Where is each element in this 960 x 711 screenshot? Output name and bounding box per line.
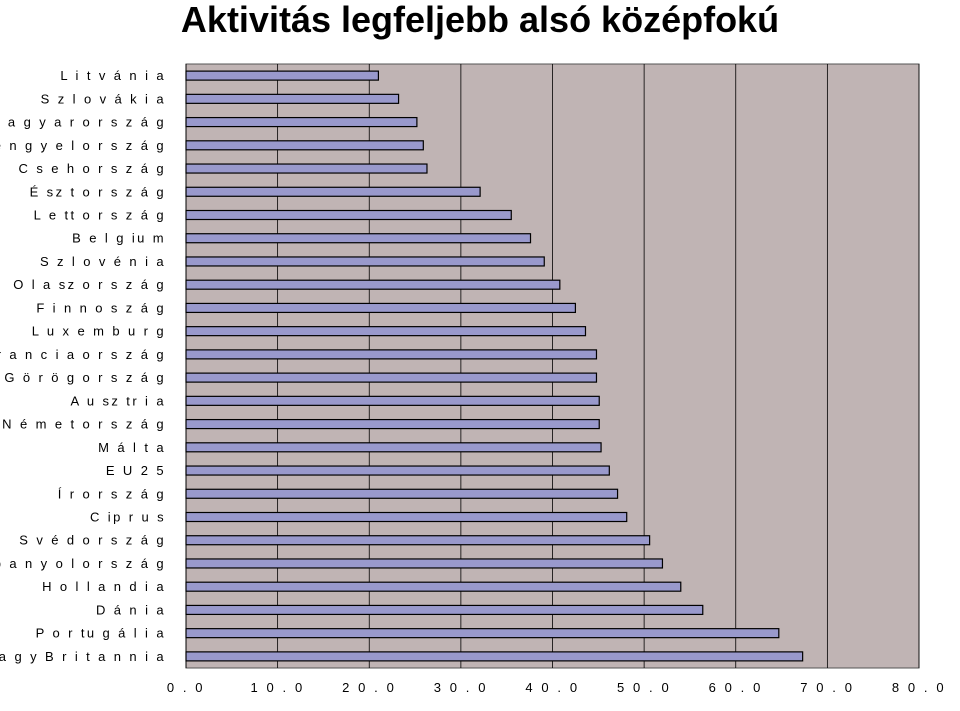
x-tick-label: 6 0 . 0 (709, 680, 763, 695)
category-label: A u sz tr i a (70, 393, 166, 408)
bar (185, 116, 418, 128)
bars (185, 70, 804, 662)
category-label: S z l o v é n i a (40, 254, 166, 269)
category-label: M á l t a (98, 440, 166, 455)
category-label: L e n g y e l o r s z á g (0, 138, 166, 153)
chart-title: Aktivitás legfeljebb alsó középfokú (180, 0, 780, 40)
bar (185, 581, 682, 592)
bar (185, 395, 600, 406)
bar (185, 93, 400, 104)
bar (185, 442, 602, 453)
category-label: L u x e m b u r g (32, 324, 166, 339)
bar (185, 535, 651, 546)
category-label: É sz t o r s z á g (30, 184, 166, 199)
bar (185, 326, 587, 337)
category-label: M a g y a r o r s z á g (0, 115, 166, 130)
bar (185, 418, 600, 430)
bar (185, 465, 610, 476)
x-tick-label: 5 0 . 0 (617, 680, 671, 695)
category-label: E U 2 5 (106, 463, 166, 478)
category-label: L e tt o r s z á g (34, 208, 166, 223)
category-label: F r a n c i a o r s z á g (0, 347, 166, 362)
bar (185, 628, 780, 639)
category-label: Í r o r s z á g (58, 486, 166, 501)
bar (185, 558, 664, 569)
category-label: G ö r ö g o r s z á g (4, 370, 166, 385)
bar (185, 372, 598, 383)
bar (185, 233, 532, 244)
bar (185, 651, 804, 662)
x-tick-labels: 0 . 0 1 0 . 0 2 0 . 0 3 0 . 0 4 0 . 0 5 0 . 0… (167, 680, 946, 695)
category-label: C ip r u s (90, 510, 166, 525)
x-tick-label: 2 0 . 0 (342, 680, 396, 695)
category-label: N é m e t o r s z á g (2, 417, 166, 432)
bar (185, 302, 577, 314)
bar (185, 279, 561, 290)
bar (185, 488, 619, 499)
x-tick-label: 3 0 . 0 (434, 680, 488, 695)
bar (185, 186, 481, 197)
x-tick-label: 0 . 0 (167, 680, 205, 695)
category-label: L i t v á n i a (60, 68, 166, 83)
category-label: C s e h o r s z á g (19, 161, 166, 176)
bar (185, 349, 598, 360)
category-label: N a g y B r i t a n n i a (0, 649, 166, 664)
x-tick-label: 7 0 . 0 (800, 680, 854, 695)
category-label: O l a sz o r s z á g (13, 277, 166, 292)
bar (185, 140, 424, 151)
category-label: S z l o v á k i a (41, 91, 166, 106)
bar (185, 70, 380, 81)
category-label: P o r tu g á l i a (36, 626, 166, 641)
category-labels: L i t v á n i a S z l o v á k i a M a g y … (0, 68, 166, 664)
category-label: B e l g iu m (72, 231, 166, 246)
bar (185, 256, 545, 267)
bar (185, 209, 512, 221)
x-tick-label: 8 0 . 0 (892, 680, 946, 695)
x-tick-label: 4 0 . 0 (525, 680, 579, 695)
category-label: S p a n y o l o r s z á g (0, 556, 166, 571)
category-label: H o l l a n d i a (42, 579, 166, 594)
category-label: S v é d o r s z á g (19, 533, 166, 548)
bar (185, 163, 428, 174)
x-tick-label: 1 0 . 0 (250, 680, 304, 695)
bar (185, 511, 628, 523)
category-label: D á n i a (96, 602, 166, 617)
category-label: F i n n o s z á g (36, 300, 166, 315)
bar (185, 604, 704, 616)
